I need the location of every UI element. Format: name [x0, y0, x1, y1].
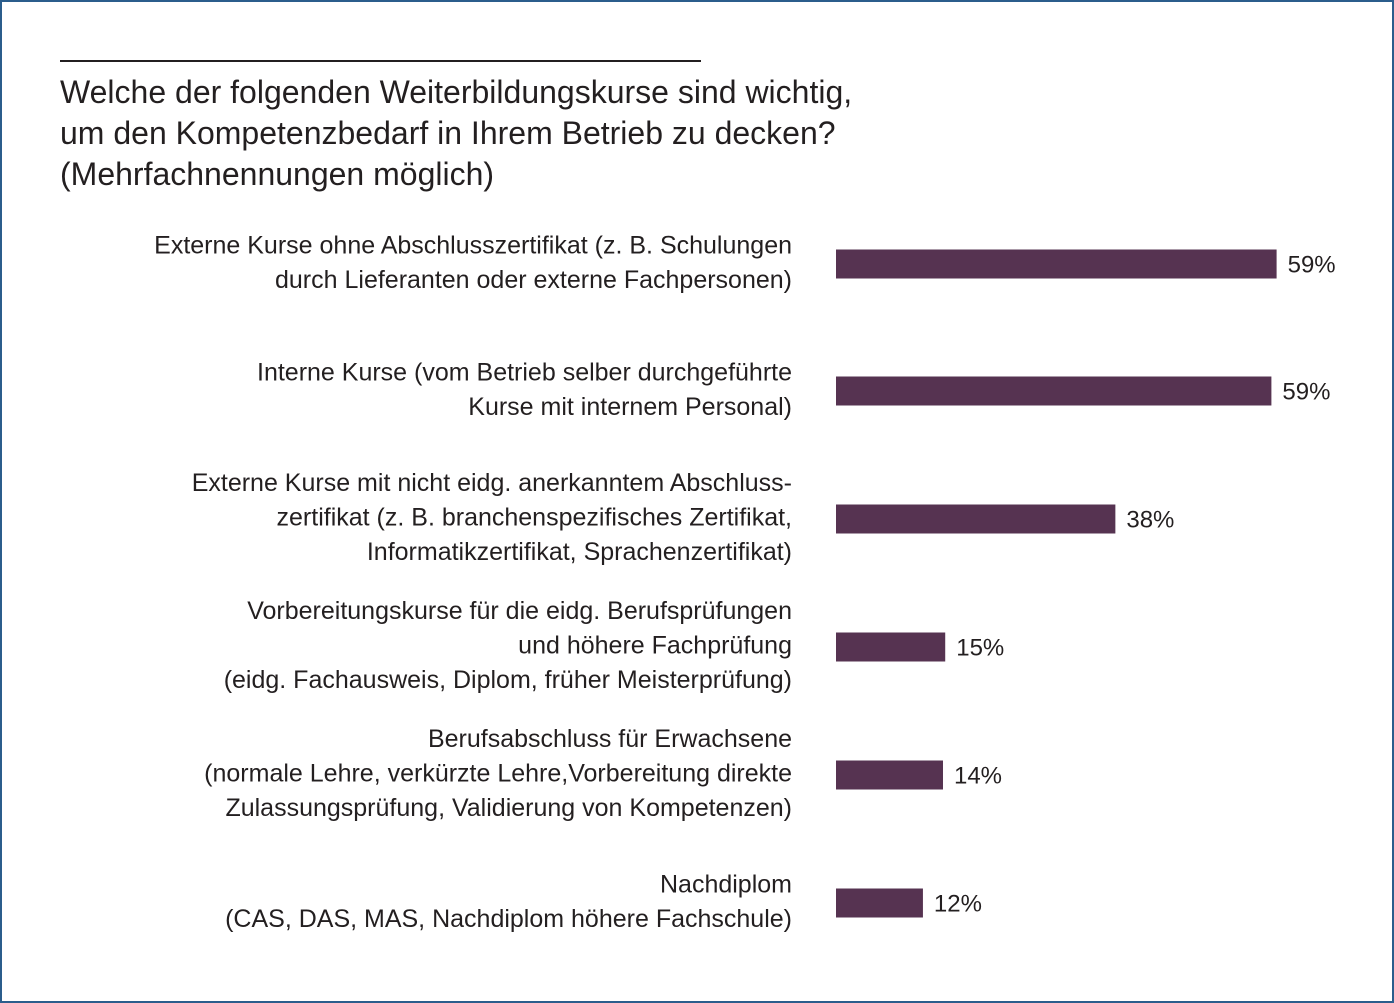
category-label: Berufsabschluss für Erwachsene [428, 725, 792, 753]
category-label: Nachdiplom [660, 870, 792, 898]
bar [836, 249, 1277, 279]
bar-value-label: 14% [954, 762, 1002, 789]
category-label: Externe Kurse mit nicht eidg. anerkannte… [192, 469, 792, 497]
bar [836, 632, 946, 662]
bar-value-label: 12% [934, 890, 982, 917]
category-label: Informatikzertifikat, Sprachenzertifikat… [367, 538, 792, 566]
category-label: Externe Kurse ohne Abschlusszertifikat (… [154, 231, 792, 259]
title-rule [60, 60, 701, 62]
bar [836, 504, 1116, 534]
category-label: (CAS, DAS, MAS, Nachdiplom höhere Fachsc… [225, 905, 792, 933]
bar-value-label: 59% [1288, 251, 1336, 278]
bar-value-label: 15% [956, 634, 1004, 661]
chart-title-line: (Mehrfachnennungen möglich) [60, 156, 495, 192]
category-label: Zulassungsprüfung, Validierung von Kompe… [225, 794, 792, 822]
chart-title-line: Welche der folgenden Weiterbildungskurse… [60, 74, 853, 110]
bar-value-label: 59% [1282, 378, 1330, 405]
category-label: Interne Kurse (vom Betrieb selber durchg… [257, 358, 792, 386]
bar [836, 888, 923, 918]
category-label: zertifikat (z. B. branchenspezifisches Z… [277, 504, 792, 532]
chart-title: Welche der folgenden Weiterbildungskurse… [60, 72, 1000, 195]
category-label: (normale Lehre, verkürzte Lehre,Vorberei… [204, 760, 792, 788]
bar [836, 376, 1272, 406]
category-label: Kurse mit internem Personal) [468, 393, 792, 421]
category-label: und höhere Fachprüfung [518, 632, 792, 660]
category-label: (eidg. Fachausweis, Diplom, früher Meist… [224, 666, 792, 694]
bar-value-label: 38% [1126, 506, 1174, 533]
chart-title-line: um den Kompetenzbedarf in Ihrem Betrieb … [60, 115, 836, 151]
category-label: Vorbereitungskurse für die eidg. Berufsp… [247, 597, 792, 625]
bar [836, 760, 943, 790]
category-label: durch Lieferanten oder externe Fachperso… [275, 266, 792, 294]
